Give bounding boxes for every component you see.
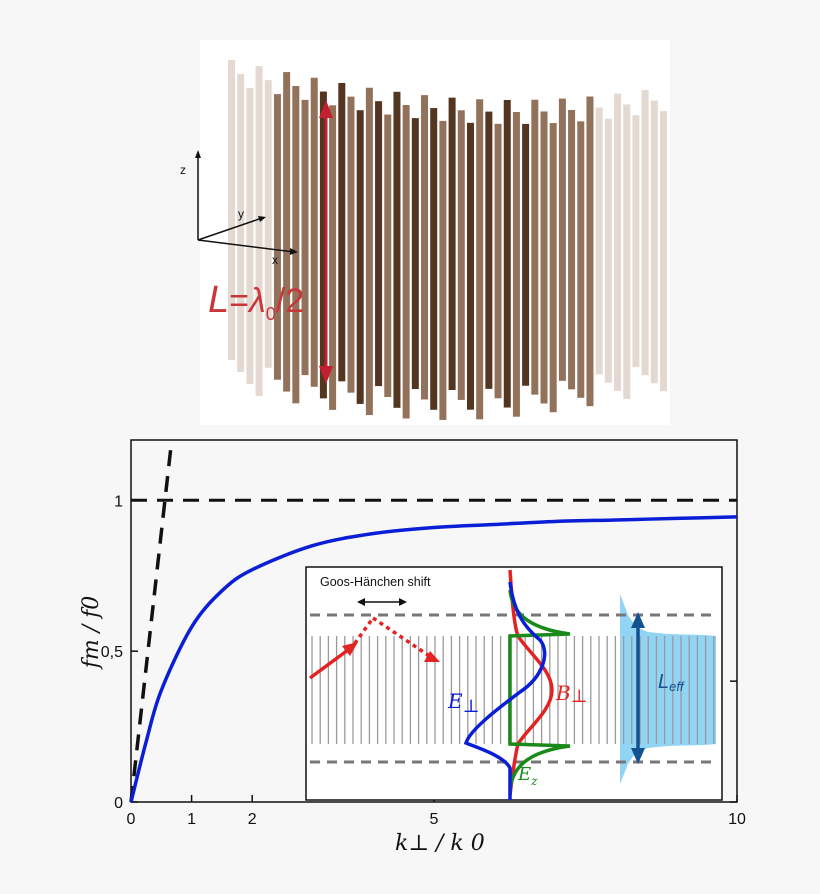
- lambda-subscript: 0: [266, 304, 276, 324]
- e-perp-sub: ⊥: [463, 696, 480, 717]
- b-perp-label: B⊥: [555, 681, 588, 707]
- wire: [310, 77, 318, 387]
- ez-main: E: [517, 764, 531, 785]
- wire: [228, 60, 235, 360]
- wire: [384, 114, 392, 398]
- axis-label-z: z: [180, 163, 186, 177]
- length-symbol: L: [208, 279, 229, 321]
- wire: [457, 110, 465, 400]
- length-arrow: [319, 100, 333, 384]
- wire: [365, 87, 373, 416]
- wire: [623, 104, 631, 400]
- axis-label-y: y: [238, 207, 244, 221]
- wire: [439, 120, 447, 420]
- wire: [301, 99, 309, 376]
- wire: [264, 80, 272, 368]
- x-axis-label-text: k⊥ / k 0: [395, 831, 485, 856]
- wire: [604, 118, 612, 383]
- shift-arrow: [357, 598, 407, 606]
- incident-ray: [308, 616, 440, 680]
- wire: [356, 110, 364, 404]
- wire: [338, 83, 346, 382]
- wire-array: [228, 60, 667, 420]
- wire: [283, 72, 291, 392]
- wire: [632, 115, 640, 368]
- wire: [393, 91, 401, 408]
- x-tick-label: 10: [728, 811, 746, 828]
- wire: [531, 99, 539, 395]
- wire: [273, 94, 281, 380]
- wire: [329, 105, 337, 410]
- y-axis-label: fm / f0: [79, 596, 104, 671]
- chart: 0 1 2 5 10 0 0,5 1 k⊥ / k 0 fm / f0: [79, 439, 746, 856]
- wire: [549, 123, 557, 413]
- wire: [430, 108, 438, 410]
- leff-sub: eff: [669, 679, 685, 694]
- wire: [411, 118, 419, 390]
- y-tick-label: 1: [114, 493, 123, 510]
- ez-sub: z: [530, 774, 538, 788]
- wire: [494, 123, 502, 399]
- coordinate-axes: z y x: [180, 150, 298, 267]
- x-tick-label: 2: [248, 811, 257, 828]
- wire: [512, 111, 520, 417]
- e-perp-label: E⊥: [447, 689, 480, 717]
- goos-hanchen-label: Goos-Hänchen shift: [320, 575, 431, 589]
- wire: [319, 91, 327, 399]
- wire: [237, 74, 245, 372]
- wire: [614, 93, 622, 391]
- tick-labels: 0 1 2 5 10 0 0,5 1: [101, 493, 746, 828]
- wire: [660, 111, 667, 392]
- wire: [292, 85, 300, 404]
- x-axis-label: k⊥ / k 0: [395, 831, 485, 856]
- wire: [476, 99, 484, 420]
- wire: [577, 121, 585, 398]
- wire: [375, 101, 383, 387]
- wire: [448, 97, 456, 390]
- dispersion-curve: [129, 515, 738, 803]
- wire: [255, 66, 263, 396]
- ez-label: Ez: [517, 764, 538, 788]
- axis-label-x: x: [272, 253, 278, 267]
- leff-arrow: [631, 612, 645, 764]
- y-axis-label-text: fm / f0: [79, 596, 104, 671]
- inset-panel: Goos-Hänchen shift E⊥ B⊥ Ez: [305, 566, 723, 801]
- length-label: L=λ0/2: [208, 279, 304, 324]
- wire: [347, 96, 355, 393]
- y-tick-label: 0: [114, 795, 123, 812]
- wire: [568, 109, 576, 390]
- x-tick-label: 5: [430, 811, 439, 828]
- wire: [558, 98, 566, 381]
- wire: [246, 88, 254, 384]
- b-perp-main: B: [555, 681, 571, 705]
- e-perp-main: E: [447, 689, 463, 713]
- wire: [485, 111, 493, 389]
- b-perp-profile: [508, 569, 554, 796]
- wire: [421, 95, 429, 400]
- leff-main: L: [658, 671, 669, 693]
- lambda-symbol: λ: [247, 282, 266, 320]
- x-tick-label: 1: [187, 811, 196, 828]
- b-perp-sub: ⊥: [571, 686, 588, 707]
- leff-label: Leff: [658, 671, 685, 694]
- wire: [503, 99, 511, 408]
- light-line-dashed: [129, 439, 174, 803]
- wire: [540, 111, 548, 404]
- wire: [402, 105, 410, 419]
- wire: [595, 107, 603, 375]
- x-tick-label: 0: [127, 811, 136, 828]
- y-tick-label: 0,5: [101, 644, 123, 661]
- wire: [466, 122, 474, 410]
- e-perp-profile: [463, 581, 547, 800]
- wire: [650, 100, 658, 384]
- wire: [522, 123, 530, 386]
- wire: [586, 96, 594, 407]
- equals-sign: =: [229, 282, 249, 320]
- half-fraction: /2: [276, 282, 304, 320]
- wire: [641, 89, 649, 376]
- effective-length-field: [620, 594, 716, 784]
